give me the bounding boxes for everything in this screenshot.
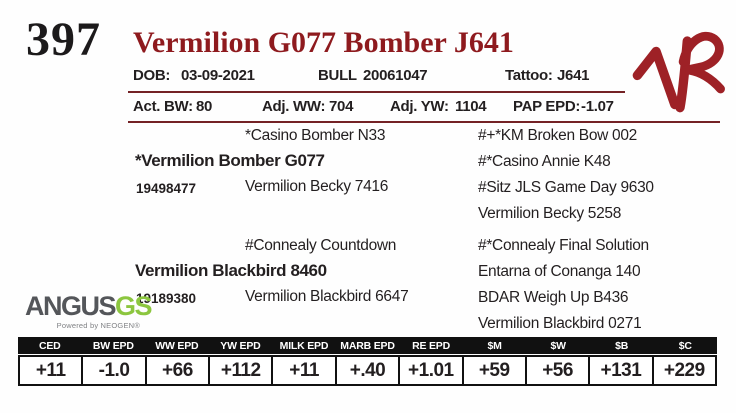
epd-value-milk: +11: [271, 357, 334, 384]
epd-value-bw: -1.0: [81, 357, 144, 384]
epd-value-dollar-w: +56: [524, 357, 588, 384]
sire-registration: 19498477: [136, 181, 197, 196]
divider-under-identity: [128, 91, 625, 93]
dob-label: DOB:: [133, 67, 171, 84]
epd-value-ced: +11: [35, 359, 66, 381]
epd-value-dollar-b: +131: [588, 357, 651, 384]
sire-ancestor-2: #*Casino Annie K48: [478, 153, 611, 170]
angus-gs-text: GS: [115, 291, 153, 321]
ranch-brand-logo: [632, 31, 725, 113]
act-bw-value: 80: [196, 98, 213, 115]
page-title: Vermilion G077 Bomber J641: [133, 26, 514, 59]
angus-logo-text: ANGUS: [25, 291, 117, 321]
lot-number: 397: [26, 13, 101, 66]
sire-granddam: Vermilion Becky 7416: [245, 178, 389, 195]
epd-value-dollar-m: +59: [461, 357, 525, 384]
dob-value: 03-09-2021: [181, 67, 255, 84]
epd-value-dollar-c: +229: [651, 357, 715, 384]
epd-header-milk: MILK EPD: [279, 339, 329, 352]
adj-ww-label: Adj. WW:: [262, 98, 326, 115]
epd-header-ced: CED: [38, 339, 61, 352]
tattoo-label: Tattoo:: [505, 67, 553, 84]
sex-label: BULL: [318, 67, 357, 84]
dam-ancestor-3: BDAR Weigh Up B436: [478, 289, 629, 306]
adj-ww-value: 704: [329, 98, 354, 115]
divider-under-stats: [128, 121, 720, 123]
stats-row: Act. BW: 80 Adj. WW: 704 Adj. YW: 1104 P…: [0, 98, 736, 118]
sire-grandsire: *Casino Bomber N33: [245, 127, 386, 144]
sire-ancestor-4: Vermilion Becky 5258: [478, 205, 622, 222]
epd-value-ww: +66: [144, 357, 208, 384]
epd-table-value-row: +11 -1.0 +66 +112 +11 +.40 +1.01 +59 +56…: [18, 355, 717, 386]
dam-ancestor-1: #*Connealy Final Solution: [478, 237, 649, 254]
epd-header-yw: YW EPD: [220, 339, 261, 352]
tattoo-value: J641: [557, 67, 590, 84]
epd-value-marb: +.40: [334, 357, 398, 384]
registration-number: 20061047: [363, 67, 428, 84]
pap-epd-label: PAP EPD:: [513, 98, 581, 115]
sire-ancestor-3: #Sitz JLS Game Day 9630: [478, 179, 654, 196]
adj-yw-value: 1104: [455, 98, 487, 115]
act-bw-label: Act. BW:: [133, 98, 193, 115]
dam-grandsire: #Connealy Countdown: [245, 237, 397, 254]
epd-value-yw: +112: [208, 357, 271, 384]
epd-header-dollar-m: $M: [487, 339, 502, 352]
neogen-tagline: Powered by NEOGEN®: [56, 321, 140, 330]
dam-registration: 19189380: [136, 291, 197, 306]
dam-granddam: Vermilion Blackbird 6647: [245, 288, 409, 305]
epd-header-dollar-c: $C: [678, 339, 692, 352]
identity-row: DOB: 03-09-2021 BULL 20061047 Tattoo: J6…: [0, 67, 736, 87]
dam-ancestor-2: Entarna of Conanga 140: [478, 263, 641, 280]
adj-yw-label: Adj. YW:: [390, 98, 449, 115]
dam-ancestor-4: Vermilion Blackbird 0271: [478, 315, 642, 332]
epd-table: CED BW EPD WW EPD YW EPD MILK EPD MARB E…: [18, 337, 717, 386]
epd-header-ww: WW EPD: [155, 339, 199, 352]
pap-epd-value: -1.07: [581, 98, 614, 115]
epd-header-dollar-b: $B: [615, 339, 629, 352]
sire-name: *Vermilion Bomber G077: [135, 151, 325, 170]
epd-header-dollar-w: $W: [550, 339, 566, 352]
dam-name: Vermilion Blackbird 8460: [135, 261, 327, 280]
epd-header-re: RE EPD: [412, 339, 450, 352]
epd-value-re: +1.01: [398, 357, 461, 384]
angus-gs-logo: ANGUSGS Powered by NEOGEN®: [25, 291, 153, 331]
epd-header-marb: MARB EPD: [340, 339, 395, 352]
epd-table-header-row: CED BW EPD WW EPD YW EPD MILK EPD MARB E…: [18, 337, 717, 354]
epd-header-bw: BW EPD: [92, 339, 134, 352]
sire-ancestor-1: #+*KM Broken Bow 002: [478, 127, 637, 144]
